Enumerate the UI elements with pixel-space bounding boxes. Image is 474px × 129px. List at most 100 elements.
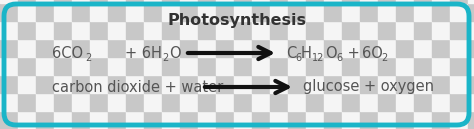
Bar — [198, 39, 216, 57]
Bar — [180, 57, 198, 75]
Bar — [432, 21, 450, 39]
Bar — [270, 57, 288, 75]
Bar — [360, 21, 378, 39]
Bar — [342, 0, 360, 3]
Bar — [72, 93, 90, 111]
Bar — [54, 93, 72, 111]
Bar — [360, 3, 378, 21]
Bar — [450, 3, 468, 21]
Bar — [468, 111, 474, 129]
Bar — [450, 0, 468, 3]
Bar — [72, 57, 90, 75]
Bar — [144, 21, 162, 39]
Bar — [0, 3, 18, 21]
Bar — [90, 93, 108, 111]
Bar — [162, 21, 180, 39]
Bar — [360, 93, 378, 111]
Bar — [18, 39, 36, 57]
Bar — [324, 21, 342, 39]
Bar — [54, 75, 72, 93]
Bar — [162, 57, 180, 75]
Bar — [54, 111, 72, 129]
Bar — [90, 3, 108, 21]
Bar — [36, 3, 54, 21]
Bar — [432, 3, 450, 21]
Text: 12: 12 — [312, 53, 324, 63]
Bar — [252, 0, 270, 3]
Bar — [162, 3, 180, 21]
Bar — [468, 3, 474, 21]
Bar — [54, 21, 72, 39]
Bar — [432, 39, 450, 57]
Bar — [378, 111, 396, 129]
Bar — [54, 57, 72, 75]
Bar — [414, 57, 432, 75]
Bar — [126, 111, 144, 129]
Bar — [342, 75, 360, 93]
Bar — [18, 0, 36, 3]
Bar — [288, 111, 306, 129]
Bar — [36, 111, 54, 129]
Bar — [18, 57, 36, 75]
Bar — [306, 75, 324, 93]
Bar — [108, 93, 126, 111]
Bar — [360, 39, 378, 57]
Bar — [108, 3, 126, 21]
Bar — [252, 21, 270, 39]
Bar — [90, 75, 108, 93]
Bar — [162, 75, 180, 93]
Bar — [198, 75, 216, 93]
Bar — [396, 111, 414, 129]
Bar — [252, 75, 270, 93]
Bar — [306, 57, 324, 75]
Bar — [360, 57, 378, 75]
Bar — [18, 111, 36, 129]
Text: O: O — [325, 46, 337, 61]
Bar — [180, 21, 198, 39]
Bar — [270, 39, 288, 57]
Bar — [72, 0, 90, 3]
Text: glucose + oxygen: glucose + oxygen — [303, 79, 434, 95]
Bar — [306, 21, 324, 39]
Bar — [0, 111, 18, 129]
Bar — [414, 0, 432, 3]
Bar — [108, 39, 126, 57]
Bar — [234, 57, 252, 75]
Bar — [72, 75, 90, 93]
Bar — [18, 75, 36, 93]
Bar — [144, 93, 162, 111]
Bar — [162, 0, 180, 3]
Bar — [180, 3, 198, 21]
Bar — [18, 93, 36, 111]
Bar — [180, 0, 198, 3]
Bar — [270, 93, 288, 111]
Text: 2: 2 — [381, 53, 387, 63]
Bar — [198, 0, 216, 3]
Bar — [432, 75, 450, 93]
Bar — [216, 111, 234, 129]
Text: +: + — [343, 46, 360, 61]
Bar — [90, 21, 108, 39]
Bar — [216, 75, 234, 93]
Bar — [378, 0, 396, 3]
Bar — [72, 111, 90, 129]
Bar — [270, 21, 288, 39]
Bar — [360, 75, 378, 93]
Bar — [198, 93, 216, 111]
Bar — [90, 111, 108, 129]
Bar — [0, 57, 18, 75]
Bar — [450, 57, 468, 75]
Bar — [198, 57, 216, 75]
Bar — [342, 93, 360, 111]
Bar — [306, 39, 324, 57]
Bar — [36, 21, 54, 39]
Bar — [468, 57, 474, 75]
Bar — [234, 93, 252, 111]
Bar — [468, 21, 474, 39]
Bar — [54, 3, 72, 21]
Bar — [216, 93, 234, 111]
Bar — [36, 57, 54, 75]
Bar — [324, 93, 342, 111]
Bar — [0, 75, 18, 93]
Bar — [288, 93, 306, 111]
